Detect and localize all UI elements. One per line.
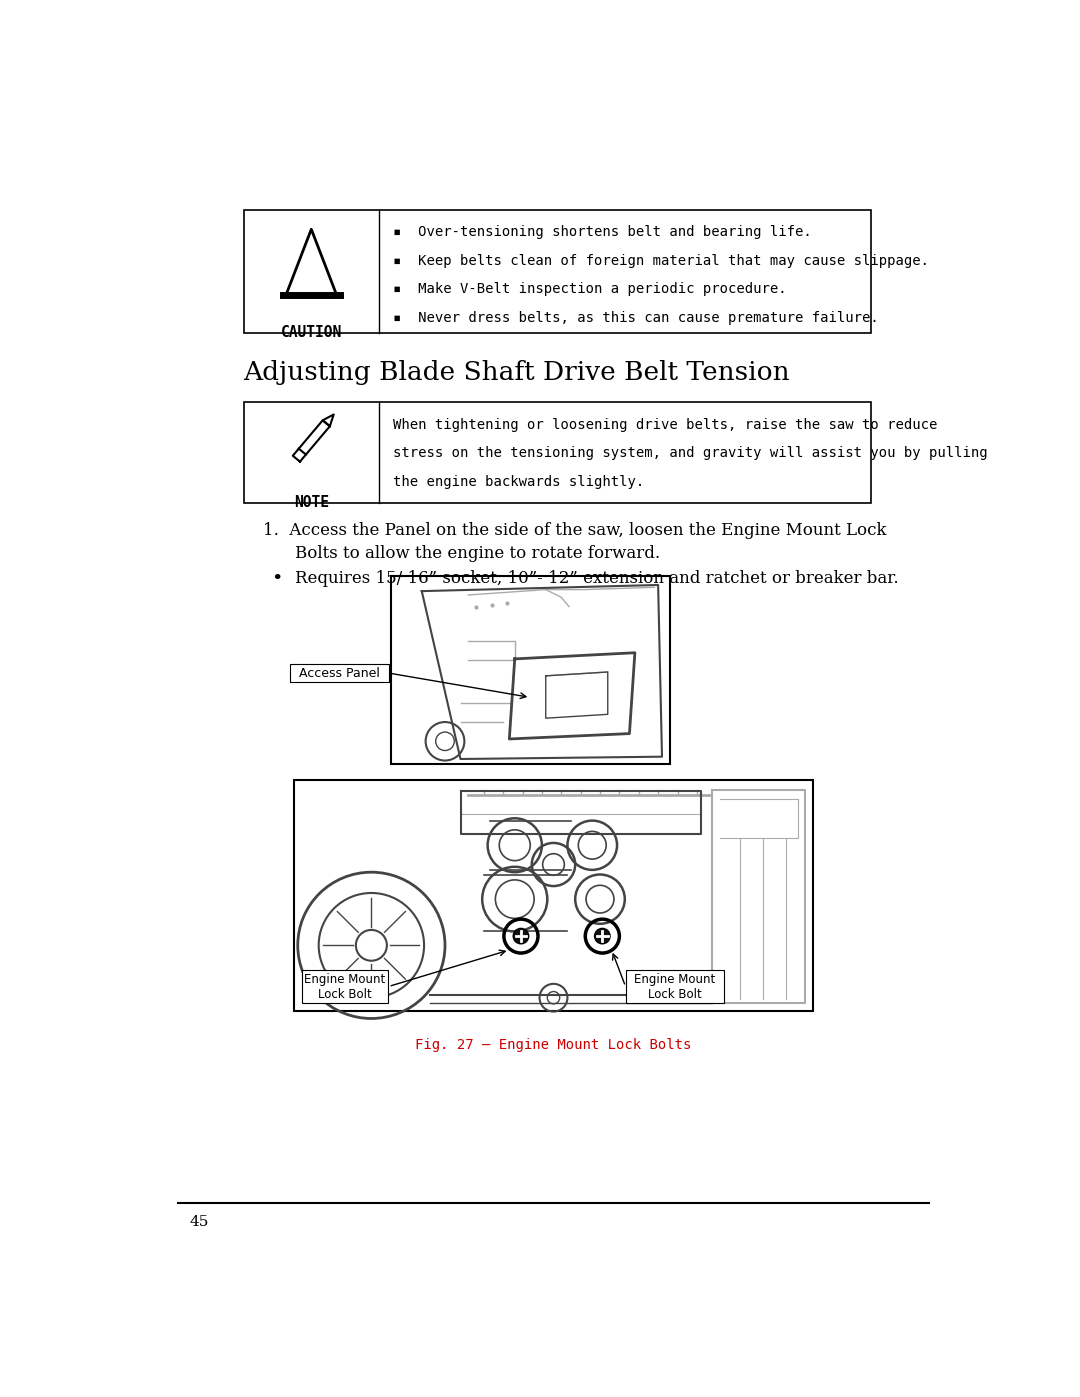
Text: Bolts to allow the engine to rotate forward.: Bolts to allow the engine to rotate forw… [296, 545, 661, 562]
Bar [243, 210, 872, 334]
Text: Engine Mount
Lock Bolt: Engine Mount Lock Bolt [305, 972, 386, 1000]
Text: the engine backwards slightly.: the engine backwards slightly. [393, 475, 645, 489]
Bar [294, 780, 813, 1011]
Text: ▪  Never dress belts, as this can cause premature failure.: ▪ Never dress belts, as this can cause p… [393, 312, 879, 326]
Bar [301, 970, 389, 1003]
Text: ▪  Over-tensioning shortens belt and bearing life.: ▪ Over-tensioning shortens belt and bear… [393, 225, 812, 239]
Text: stress on the tensioning system, and gravity will assist you by pulling: stress on the tensioning system, and gra… [393, 447, 988, 461]
Text: Fig. 27 — Engine Mount Lock Bolts: Fig. 27 — Engine Mount Lock Bolts [416, 1038, 691, 1052]
Text: Requires 15/ 16” socket, 10”- 12” extension and ratchet or breaker bar.: Requires 15/ 16” socket, 10”- 12” extens… [296, 570, 899, 587]
Bar [291, 665, 389, 682]
Text: When tightening or loosening drive belts, raise the saw to reduce: When tightening or loosening drive belts… [393, 418, 937, 432]
Text: NOTE: NOTE [294, 495, 328, 510]
Text: ▪  Make V-Belt inspection a periodic procedure.: ▪ Make V-Belt inspection a periodic proc… [393, 282, 786, 296]
Text: 1.  Access the Panel on the side of the saw, loosen the Engine Mount Lock: 1. Access the Panel on the side of the s… [262, 522, 887, 539]
Text: CAUTION: CAUTION [281, 326, 342, 341]
Bar [391, 576, 670, 764]
Text: ▪  Keep belts clean of foreign material that may cause slippage.: ▪ Keep belts clean of foreign material t… [393, 254, 929, 268]
Bar [625, 970, 724, 1003]
Text: Adjusting Blade Shaft Drive Belt Tension: Adjusting Blade Shaft Drive Belt Tension [243, 360, 791, 386]
Circle shape [595, 929, 610, 944]
Text: Engine Mount
Lock Bolt: Engine Mount Lock Bolt [634, 972, 715, 1000]
Text: 45: 45 [189, 1215, 208, 1229]
Circle shape [513, 929, 529, 944]
Text: Access Panel: Access Panel [299, 666, 380, 680]
Text: •: • [271, 570, 282, 588]
Bar [243, 402, 872, 503]
